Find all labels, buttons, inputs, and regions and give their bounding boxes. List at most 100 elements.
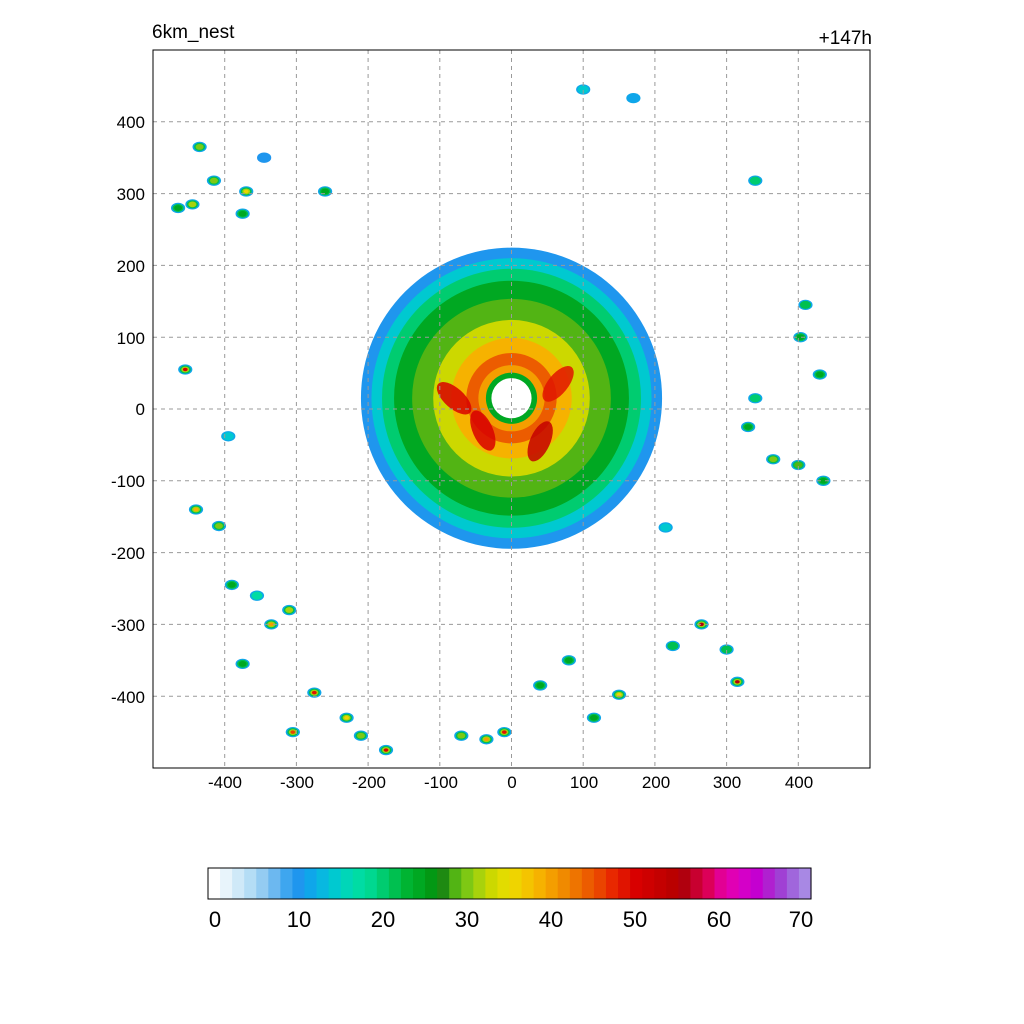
convective-cell xyxy=(378,744,394,756)
convective-cell xyxy=(353,730,369,741)
colorbar-swatch xyxy=(642,868,655,899)
y-axis: 400 300 200 100 0 -100 -200 -300 -400 xyxy=(111,113,145,707)
y-tick-label: 200 xyxy=(117,257,145,276)
convective-cell xyxy=(211,520,227,532)
x-tick-label: -400 xyxy=(208,773,242,792)
x-tick-label: -300 xyxy=(280,773,314,792)
y-tick-label: -300 xyxy=(111,616,145,635)
convective-cell xyxy=(533,680,548,691)
convective-cell xyxy=(235,658,250,670)
colorbar-swatch xyxy=(461,868,474,899)
x-tick-label: -200 xyxy=(352,773,386,792)
convective-cell xyxy=(719,644,734,655)
colorbar-label: 70 xyxy=(789,907,813,932)
colorbar-swatch xyxy=(449,868,462,899)
colorbar-swatch xyxy=(557,868,571,899)
colorbar-swatch xyxy=(292,868,306,899)
storm-eye xyxy=(491,378,532,419)
convective-cell xyxy=(206,175,222,186)
colorbar-swatch xyxy=(232,868,245,899)
colorbar-swatch xyxy=(268,868,281,899)
convective-cell xyxy=(694,619,709,630)
colorbar-swatch xyxy=(280,868,294,899)
convective-cell xyxy=(793,332,808,343)
convective-cell xyxy=(748,393,763,404)
colorbar-swatch xyxy=(774,868,788,899)
convective-cell xyxy=(812,369,827,380)
y-tick-label: -100 xyxy=(111,472,145,491)
colorbar-swatch xyxy=(690,868,704,899)
rainfall-field xyxy=(170,84,831,756)
colorbar-swatch xyxy=(304,868,318,899)
colorbar-swatch xyxy=(497,868,511,899)
colorbar-swatch xyxy=(786,868,800,899)
colorbar-swatch xyxy=(738,868,752,899)
convective-cell xyxy=(264,619,279,630)
colorbar-swatch xyxy=(425,868,438,899)
convective-cell xyxy=(626,92,641,104)
convective-cell xyxy=(221,431,236,442)
colorbar-swatch xyxy=(328,868,342,899)
colorbar-swatch xyxy=(316,868,330,899)
colorbar-frame xyxy=(207,867,812,900)
y-tick-label: -400 xyxy=(111,688,145,707)
rainband-core xyxy=(436,382,472,415)
colorbar-swatch xyxy=(220,868,233,899)
colorbar-swatch xyxy=(630,868,643,899)
rainband-core xyxy=(527,421,553,462)
colorbar-swatch xyxy=(545,868,559,899)
x-tick-label: 400 xyxy=(785,773,813,792)
colorbar-label: 40 xyxy=(539,907,563,932)
convective-cell xyxy=(497,726,512,738)
x-tick-label: 0 xyxy=(507,773,516,792)
y-tick-label: 100 xyxy=(117,329,145,348)
convective-cell xyxy=(249,590,265,601)
colorbar-swatch xyxy=(618,868,631,899)
colorbar-swatch xyxy=(340,868,354,899)
colorbar-label: 20 xyxy=(371,907,395,932)
colorbar-swatch xyxy=(569,868,583,899)
colorbar-swatches xyxy=(208,868,812,899)
convective-cell xyxy=(339,712,354,723)
convective-cell xyxy=(454,730,469,741)
convective-cell xyxy=(479,734,494,745)
colorbar-swatch xyxy=(726,868,740,899)
colorbar-swatch xyxy=(714,868,728,899)
convective-cell xyxy=(665,640,680,652)
convective-cell xyxy=(798,299,813,311)
convective-cell xyxy=(816,475,831,486)
convective-cell xyxy=(282,604,297,616)
colorbar-swatch xyxy=(581,868,595,899)
colorbar-swatch xyxy=(605,868,619,899)
colorbar-label: 50 xyxy=(623,907,647,932)
colorbar-swatch xyxy=(798,868,812,899)
convective-cell xyxy=(178,364,193,375)
colorbar-swatch xyxy=(413,868,426,899)
convective-cell xyxy=(192,141,207,153)
colorbar-label: 30 xyxy=(455,907,479,932)
y-tick-label: 0 xyxy=(136,400,145,419)
y-tick-label: -200 xyxy=(111,544,145,563)
convective-cell xyxy=(235,208,250,219)
colorbar-swatch xyxy=(509,868,523,899)
colorbar-swatch xyxy=(208,868,221,899)
colorbar-label: 10 xyxy=(287,907,311,932)
colorbar-swatch xyxy=(762,868,776,899)
colorbar-swatch xyxy=(593,868,607,899)
colorbar-swatch xyxy=(678,868,691,899)
colorbar-swatch xyxy=(485,868,499,899)
colorbar-swatch xyxy=(244,868,257,899)
colorbar-swatch xyxy=(702,868,716,899)
colorbar-swatch xyxy=(521,868,535,899)
plot-title-left: 6km_nest xyxy=(152,22,235,43)
convective-cell xyxy=(317,186,333,197)
convective-cell xyxy=(730,676,745,688)
colorbar-swatch xyxy=(400,868,414,899)
x-tick-label: 100 xyxy=(570,773,598,792)
colorbar-label: 0 xyxy=(209,907,221,932)
convective-cell xyxy=(791,459,806,471)
colorbar: 0 10 20 30 40 50 60 70 xyxy=(207,867,813,932)
convective-cell xyxy=(170,202,186,214)
plot-frame xyxy=(152,49,871,769)
